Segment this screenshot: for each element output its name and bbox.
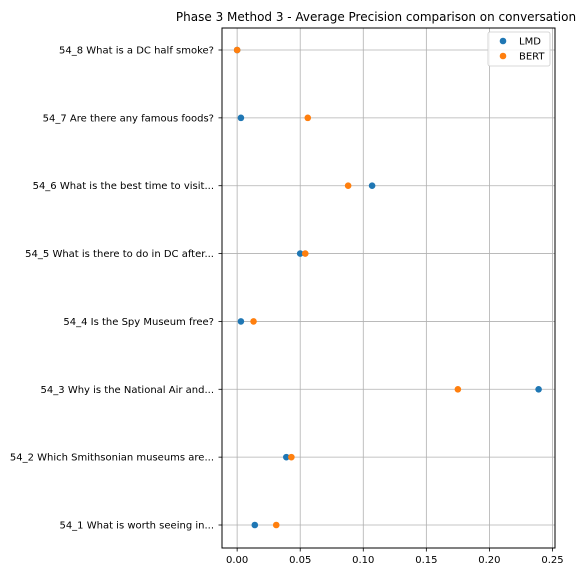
data-point-bert — [454, 385, 462, 393]
data-points — [233, 46, 542, 529]
x-tick-label: 0.05 — [289, 555, 311, 566]
data-point-bert — [233, 46, 241, 54]
data-point-lmd — [283, 453, 290, 461]
data-point-lmd — [535, 385, 542, 393]
chart-title: Phase 3 Method 3 - Average Precision com… — [176, 10, 576, 24]
data-point-bert — [272, 521, 280, 529]
y-tick-label: 54_3 Why is the National Air and... — [41, 385, 214, 396]
legend-label-lmd: LMD — [519, 37, 541, 48]
data-point-bert — [304, 114, 312, 122]
legend-label-bert: BERT — [519, 52, 545, 63]
grid — [222, 28, 555, 548]
data-point-lmd — [251, 521, 259, 529]
y-tick-label: 54_8 What is a DC half smoke? — [59, 46, 214, 57]
plot-area — [221, 27, 556, 549]
data-point-bert — [301, 250, 309, 257]
data-point-bert — [288, 453, 295, 461]
x-tick-label: 0.00 — [226, 555, 248, 566]
y-tick-label: 54_7 Are there any famous foods? — [43, 113, 214, 124]
y-tick-label: 54_6 What is the best time to visit... — [33, 181, 214, 192]
x-tick-label: 0.15 — [415, 555, 437, 566]
y-tick-label: 54_5 What is there to do in DC after... — [25, 249, 214, 260]
y-axis: 54_1 What is worth seeing in... 54_2 Whic… — [10, 46, 222, 532]
legend-marker-bert — [499, 52, 507, 60]
legend-marker-lmd — [499, 37, 507, 45]
x-tick-label: 0.20 — [478, 555, 500, 566]
y-tick-label: 54_2 Which Smithsonian museums are... — [10, 453, 214, 464]
data-point-bert — [344, 182, 352, 190]
y-tick-label: 54_4 Is the Spy Museum free? — [63, 317, 214, 328]
data-point-bert — [250, 318, 257, 325]
y-tick-label: 54_1 What is worth seeing in... — [59, 521, 214, 532]
x-tick-label: 0.25 — [541, 555, 563, 566]
x-tick-label: 0.10 — [352, 555, 374, 566]
x-axis: 0.00 0.05 0.10 0.15 0.20 0.25 — [226, 548, 564, 566]
legend: LMD BERT — [487, 31, 551, 67]
data-point-lmd — [237, 318, 245, 325]
data-point-lmd — [368, 182, 376, 190]
data-point-lmd — [296, 250, 304, 257]
data-point-lmd — [237, 114, 245, 122]
